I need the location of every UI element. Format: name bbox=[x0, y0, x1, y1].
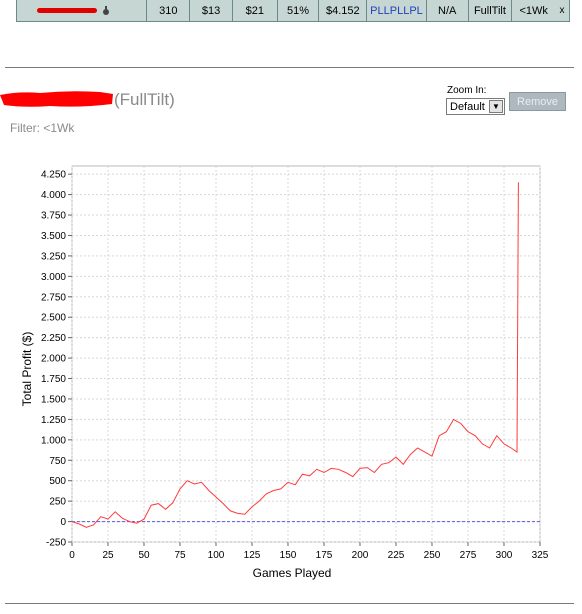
chevron-down-icon[interactable]: ▼ bbox=[489, 100, 503, 113]
x-tick-label: 225 bbox=[388, 550, 405, 561]
x-axis-title: Games Played bbox=[253, 566, 332, 580]
y-tick-label: 1.000 bbox=[41, 435, 66, 446]
y-tick-label: 750 bbox=[49, 456, 66, 467]
filter-cell: <1Wk bbox=[511, 0, 555, 21]
x-tick-label: 275 bbox=[460, 550, 477, 561]
close-row-button[interactable]: x bbox=[559, 5, 565, 16]
y-tick-label: 1.500 bbox=[41, 394, 66, 405]
zoom-label: Zoom In: bbox=[447, 85, 487, 96]
buyin-cell: $21 bbox=[231, 0, 277, 21]
bottom-divider bbox=[5, 603, 574, 604]
filter-label: Filter: <1Wk bbox=[10, 121, 75, 135]
y-tick-label: 2.500 bbox=[41, 313, 66, 324]
profit-line bbox=[71, 182, 519, 528]
top-divider bbox=[5, 67, 574, 68]
player-icon bbox=[103, 5, 109, 15]
x-tick-label: 150 bbox=[280, 550, 297, 561]
x-tick-label: 0 bbox=[69, 550, 75, 561]
y-tick-label: 3.750 bbox=[41, 211, 66, 222]
zoom-selected-value: Default bbox=[450, 100, 485, 113]
y-tick-label: 4.250 bbox=[41, 170, 66, 181]
site-cell: FullTilt bbox=[467, 0, 512, 21]
remove-button[interactable]: Remove bbox=[509, 92, 566, 111]
y-tick-label: 3.500 bbox=[41, 231, 66, 242]
player-cell[interactable] bbox=[17, 0, 146, 21]
y-tick-label: 1.250 bbox=[41, 415, 66, 426]
y-tick-label: 4.000 bbox=[41, 190, 66, 201]
y-tick-label: -250 bbox=[46, 538, 66, 549]
x-tick-label: 250 bbox=[424, 550, 441, 561]
avg-buyin-cell: $13 bbox=[189, 0, 232, 21]
profit-chart: 0 25 50 75 100 125 150 175 200 225 250 275 300 325 -25… bbox=[20, 165, 549, 580]
y-tick-label: 2.000 bbox=[41, 354, 66, 365]
plot-area bbox=[71, 165, 541, 543]
y-axis-title: Total Profit ($) bbox=[20, 332, 34, 407]
x-tick-label: 50 bbox=[138, 550, 150, 561]
x-tick-label: 100 bbox=[208, 550, 225, 561]
redacted-player-name bbox=[37, 8, 97, 13]
x-tick-label: 25 bbox=[102, 550, 114, 561]
y-tick-label: 3.250 bbox=[41, 251, 66, 262]
x-tick-label: 75 bbox=[174, 550, 186, 561]
x-tick-label: 200 bbox=[352, 550, 369, 561]
y-tick-label: 2.250 bbox=[41, 333, 66, 344]
x-tick-label: 125 bbox=[244, 550, 261, 561]
pct-cell: 51% bbox=[276, 0, 319, 21]
page-title-site: (FullTilt) bbox=[114, 90, 175, 109]
y-tick-label: 2.750 bbox=[41, 292, 66, 303]
games-cell: 310 bbox=[146, 0, 189, 21]
x-tick-label: 300 bbox=[496, 550, 513, 561]
y-tick-label: 500 bbox=[49, 476, 66, 487]
zoom-select[interactable]: Default ▼ bbox=[446, 98, 505, 115]
recent-results-link[interactable]: PLLPLLPL bbox=[366, 0, 426, 21]
y-tick-label: 3.000 bbox=[41, 272, 66, 283]
y-tick-label: 250 bbox=[49, 497, 66, 508]
redacted-player-heading bbox=[0, 91, 113, 107]
stats-row[interactable]: 310 $13 $21 51% $4.152 PLLPLLPL N/A Full… bbox=[16, 0, 570, 22]
y-tick-label: 0 bbox=[60, 517, 66, 528]
y-tick-label: 1.750 bbox=[41, 374, 66, 385]
x-tick-label: 175 bbox=[316, 550, 333, 561]
streak-cell: N/A bbox=[425, 0, 468, 21]
profit-cell: $4.152 bbox=[318, 0, 366, 21]
x-tick-label: 325 bbox=[532, 550, 549, 561]
